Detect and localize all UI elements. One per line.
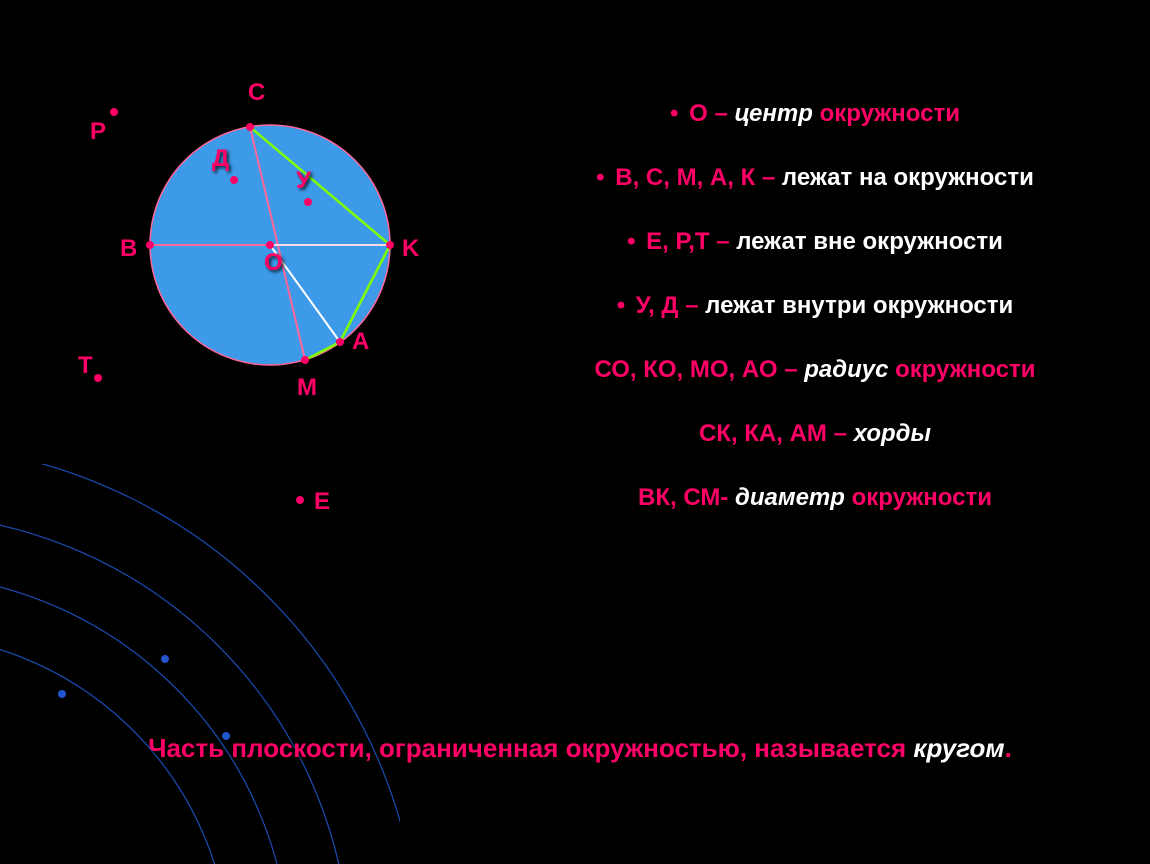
label-C: C — [248, 79, 265, 107]
label-O: O — [264, 249, 283, 277]
bottom-definition: Часть плоскости, ограниченная окружность… — [80, 733, 1080, 764]
definition-line-6: ВК, СМ- диаметр окружности — [510, 484, 1120, 512]
label-A: A — [352, 328, 369, 356]
point-O — [266, 241, 274, 249]
point-K — [386, 241, 394, 249]
label-D: Д — [212, 145, 229, 173]
definition-line-3: • У, Д – лежат внутри окружности — [510, 292, 1120, 320]
point-T — [94, 374, 102, 382]
label-B: B — [120, 235, 137, 263]
circle-diagram: O C B K A M Д У Р Т Е — [60, 40, 480, 520]
point-E — [296, 496, 304, 504]
point-P — [110, 108, 118, 116]
diagram-svg — [60, 40, 480, 520]
point-C — [246, 123, 254, 131]
point-B — [146, 241, 154, 249]
label-Y: У — [296, 167, 311, 195]
background-arcs — [0, 464, 400, 864]
definition-line-5: СК, КА, АМ – хорды — [510, 420, 1120, 448]
definition-line-4: СО, КО, МО, АО – радиус окружности — [510, 356, 1120, 384]
label-M: M — [297, 374, 317, 402]
point-A — [336, 338, 344, 346]
definition-line-2: • Е, Р,Т – лежат вне окружности — [510, 228, 1120, 256]
label-E: Е — [314, 488, 330, 516]
definition-line-0: • О – центр окружности — [510, 100, 1120, 128]
label-K: K — [402, 235, 419, 263]
label-P: Р — [90, 118, 106, 146]
point-M — [301, 356, 309, 364]
point-D — [230, 176, 238, 184]
definitions-list: • О – центр окружности • В, С, М, А, К – … — [510, 100, 1120, 548]
point-Y — [304, 198, 312, 206]
definition-line-1: • В, С, М, А, К – лежат на окружности — [510, 164, 1120, 192]
label-T: Т — [78, 352, 93, 380]
